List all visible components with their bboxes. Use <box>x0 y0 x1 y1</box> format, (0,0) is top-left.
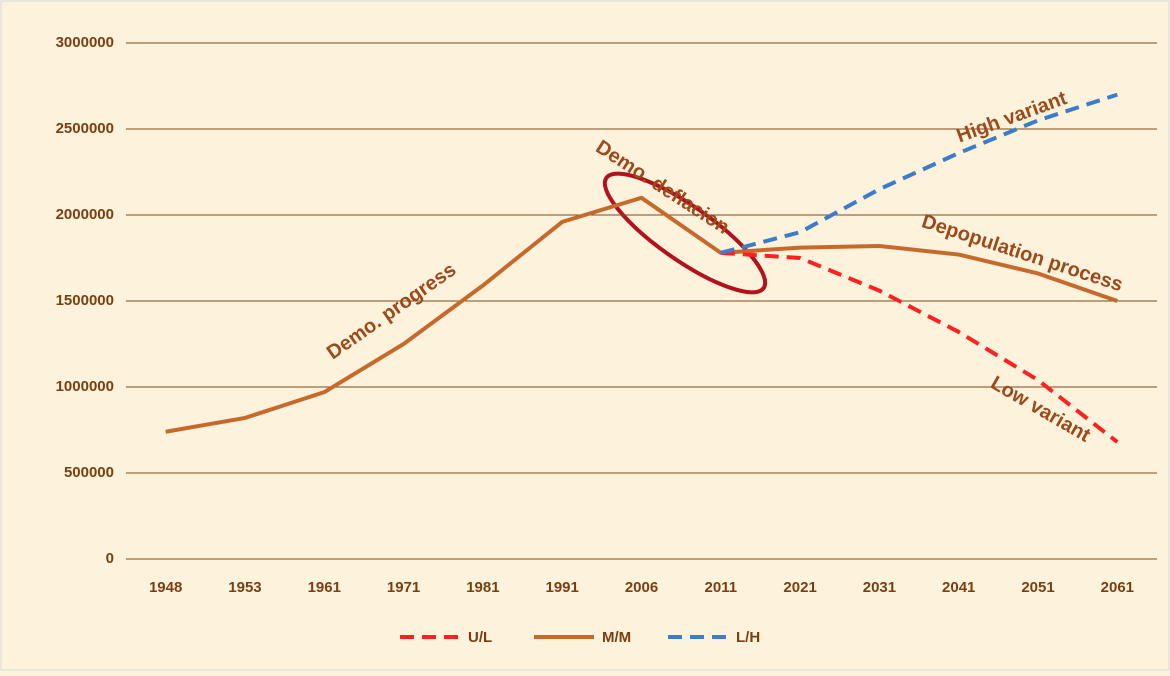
x-tick-label: 1948 <box>149 579 182 596</box>
x-tick-label: 1971 <box>387 579 420 596</box>
x-tick-label: 2041 <box>942 579 975 596</box>
x-tick-label: 2006 <box>625 579 658 596</box>
x-tick-label: 1961 <box>308 579 341 596</box>
y-tick-label: 2000000 <box>56 206 114 223</box>
highlight-ellipse <box>602 171 768 295</box>
y-tick-label: 1000000 <box>56 378 114 395</box>
y-tick-label: 0 <box>106 550 114 567</box>
legend-label: M/M <box>602 629 631 646</box>
y-tick-label: 1500000 <box>56 292 114 309</box>
x-tick-label: 2011 <box>705 579 738 596</box>
x-tick-label: 1991 <box>546 579 579 596</box>
x-tick-label: 2021 <box>783 579 816 596</box>
x-tick-label: 2031 <box>863 579 896 596</box>
x-tick-label: 2061 <box>1101 579 1134 596</box>
legend-label: L/H <box>736 629 760 646</box>
series-line <box>165 195 1119 434</box>
series-line <box>720 92 1118 255</box>
series-line <box>720 250 1119 444</box>
y-tick-label: 3000000 <box>56 34 114 51</box>
x-tick-label: 2051 <box>1021 579 1054 596</box>
y-tick-label: 500000 <box>64 464 114 481</box>
y-tick-label: 2500000 <box>56 120 114 137</box>
x-tick-label: 1953 <box>228 579 261 596</box>
legend-label: U/L <box>468 629 492 646</box>
x-tick-label: 1981 <box>466 579 499 596</box>
